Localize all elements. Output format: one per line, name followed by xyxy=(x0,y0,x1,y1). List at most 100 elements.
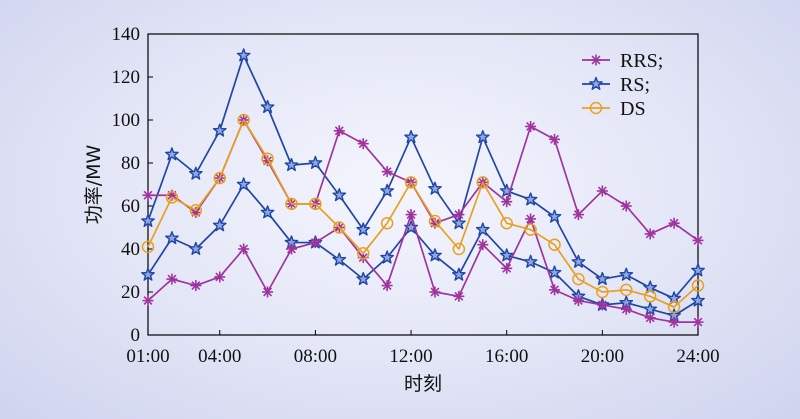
y-tick-label: 60 xyxy=(121,196,140,217)
data-point-marker xyxy=(501,196,513,208)
data-point-marker xyxy=(475,129,490,144)
data-point-marker xyxy=(549,284,561,296)
data-point-marker xyxy=(333,125,345,137)
data-point-marker xyxy=(357,138,369,150)
series-line-1-group xyxy=(142,114,704,246)
data-point-marker xyxy=(428,248,442,262)
data-point-marker xyxy=(213,171,226,185)
data-point-marker xyxy=(333,221,346,234)
data-point-marker xyxy=(165,191,179,204)
data-point-marker xyxy=(141,267,155,281)
data-point-marker xyxy=(596,185,608,197)
data-point-marker xyxy=(381,280,393,292)
series-line-2-group xyxy=(141,48,705,305)
data-point-marker xyxy=(668,217,680,229)
data-point-marker xyxy=(692,234,704,246)
data-point-marker xyxy=(405,209,417,221)
legend-item: RRS; xyxy=(582,50,663,72)
data-point-marker xyxy=(668,316,680,328)
data-point-marker xyxy=(260,99,275,114)
data-point-marker xyxy=(428,181,442,195)
data-point-marker xyxy=(523,254,538,268)
data-point-marker xyxy=(643,290,657,303)
x-tick-label: 04:00 xyxy=(198,346,241,367)
x-tick-label: 20:00 xyxy=(581,346,624,367)
data-point-marker xyxy=(619,267,634,281)
data-point-marker xyxy=(404,176,418,189)
legend-item: DS xyxy=(582,98,646,120)
data-point-marker xyxy=(429,286,441,298)
data-point-marker xyxy=(644,228,656,240)
data-point-marker xyxy=(692,316,704,328)
data-point-marker xyxy=(380,216,394,230)
data-point-marker xyxy=(596,285,609,299)
series-line-3 xyxy=(147,119,699,308)
y-tick-label: 100 xyxy=(112,110,141,131)
data-point-marker xyxy=(620,303,632,315)
x-tick-label: 01:00 xyxy=(126,346,169,367)
data-point-marker xyxy=(356,247,370,260)
plot-frame xyxy=(147,33,699,336)
data-point-marker xyxy=(620,200,632,212)
data-point-marker xyxy=(523,192,538,206)
data-point-marker xyxy=(547,209,562,223)
data-point-marker xyxy=(691,263,705,277)
data-point-marker xyxy=(453,209,465,221)
chart-series xyxy=(141,48,705,328)
data-point-marker xyxy=(285,243,297,255)
data-point-marker xyxy=(549,133,561,145)
data-point-marker xyxy=(476,176,490,189)
data-point-marker xyxy=(236,48,251,62)
data-point-marker xyxy=(284,157,299,172)
x-tick-label: 08:00 xyxy=(294,346,337,367)
data-point-marker xyxy=(141,213,155,228)
y-tick-label: 40 xyxy=(121,239,140,260)
data-point-marker xyxy=(451,267,466,281)
data-point-marker xyxy=(477,239,489,251)
legend-item: RS; xyxy=(582,74,650,96)
data-point-marker xyxy=(332,188,347,202)
data-point-marker xyxy=(500,216,513,230)
x-tick-label: 24:00 xyxy=(676,346,719,367)
data-point-marker xyxy=(262,286,274,298)
data-point-marker xyxy=(165,147,179,161)
y-tick-label: 140 xyxy=(112,24,141,45)
data-point-marker xyxy=(524,223,537,236)
x-axis-title: 时刻 xyxy=(404,373,442,395)
data-point-marker xyxy=(644,312,656,324)
data-point-marker xyxy=(309,237,321,249)
series-line-lower-2-group xyxy=(142,209,704,328)
data-point-marker xyxy=(572,272,585,286)
chart-legend: RRS;RS;DS xyxy=(582,50,663,120)
data-point-marker xyxy=(380,183,395,197)
legend-label: RRS; xyxy=(620,50,663,72)
data-point-marker xyxy=(453,290,465,302)
y-tick-label: 80 xyxy=(121,153,140,174)
data-point-marker xyxy=(572,295,584,307)
data-point-marker xyxy=(236,177,251,191)
data-point-marker xyxy=(285,197,298,211)
data-point-marker xyxy=(596,299,608,311)
data-point-marker xyxy=(548,238,561,251)
series-line-1 xyxy=(148,119,699,242)
data-point-marker xyxy=(142,189,154,201)
data-point-marker xyxy=(356,271,371,286)
data-point-marker xyxy=(643,302,658,316)
data-point-marker xyxy=(452,242,466,256)
x-tick-label: 16:00 xyxy=(485,346,528,367)
data-point-marker xyxy=(595,271,610,286)
legend-label: RS; xyxy=(620,74,650,96)
data-point-marker xyxy=(475,222,490,236)
y-tick-label: 120 xyxy=(112,67,141,88)
data-point-marker xyxy=(260,205,275,219)
data-point-marker xyxy=(691,293,705,307)
y-tick-label: 20 xyxy=(121,282,140,303)
data-point-marker xyxy=(451,215,466,230)
data-point-marker xyxy=(499,248,514,262)
data-point-marker xyxy=(667,300,681,314)
legend-label: DS xyxy=(620,98,646,120)
data-point-marker xyxy=(212,218,227,232)
data-point-marker xyxy=(165,231,179,245)
data-point-marker xyxy=(308,155,323,169)
